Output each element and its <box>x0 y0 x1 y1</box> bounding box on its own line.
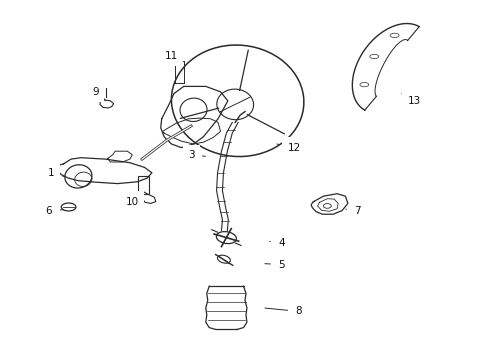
Text: 9: 9 <box>92 87 105 101</box>
Ellipse shape <box>217 231 236 244</box>
Text: 5: 5 <box>265 260 285 270</box>
Text: 3: 3 <box>188 150 205 160</box>
Text: 8: 8 <box>265 306 302 316</box>
Ellipse shape <box>180 98 207 121</box>
Text: 12: 12 <box>277 143 301 153</box>
Text: 10: 10 <box>126 196 140 207</box>
Ellipse shape <box>65 165 92 188</box>
FancyBboxPatch shape <box>138 176 149 194</box>
Ellipse shape <box>323 204 331 208</box>
Text: 11: 11 <box>165 51 178 61</box>
Text: 1: 1 <box>48 168 64 178</box>
Ellipse shape <box>218 255 230 263</box>
Ellipse shape <box>217 89 254 120</box>
Text: 7: 7 <box>346 206 361 216</box>
Text: 6: 6 <box>46 206 63 216</box>
Text: 4: 4 <box>270 238 285 248</box>
Text: 13: 13 <box>402 94 421 106</box>
Ellipse shape <box>61 203 76 211</box>
